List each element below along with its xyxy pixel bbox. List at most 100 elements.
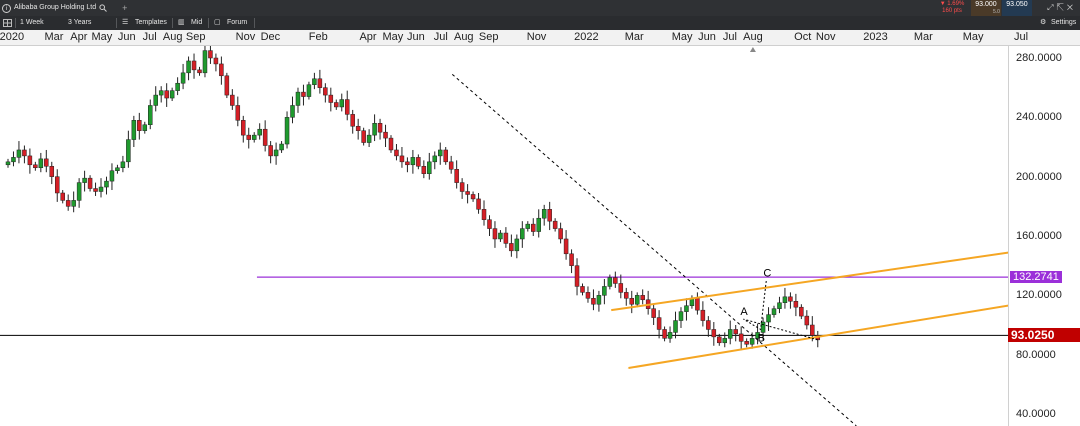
price-type-select[interactable]: Mid (191, 19, 203, 26)
add-tab-button[interactable]: + (122, 3, 128, 13)
bar-chart-icon[interactable]: ▥ (178, 19, 185, 26)
candle-down (547, 209, 552, 222)
candle-up (410, 157, 416, 166)
buy-price-button[interactable]: 93.050 (1002, 0, 1032, 16)
x-tick-label: Jul (1014, 31, 1029, 43)
candle-up (153, 94, 158, 106)
downtrend-line (451, 73, 857, 426)
spread-value: 5.0 (993, 9, 1000, 15)
candle-down (268, 145, 273, 157)
x-tick-label: 2023 (863, 31, 888, 43)
candle-down (574, 265, 580, 287)
candle-up (38, 158, 44, 169)
candle-up (520, 228, 525, 240)
candle-down (695, 298, 700, 311)
candle-up (771, 308, 777, 315)
current-price-tag: 93.0250 (1008, 328, 1080, 343)
candle-down (54, 176, 60, 194)
candle-up (684, 305, 689, 312)
range-select[interactable]: 3 Years (68, 19, 92, 26)
candle-up (279, 143, 284, 151)
x-tick-label: May (671, 31, 693, 43)
candle-down (388, 137, 394, 151)
x-tick-label: Jul (722, 31, 737, 43)
candle-up (437, 149, 443, 157)
settings-button[interactable]: Settings (1051, 19, 1077, 26)
candle-down (49, 166, 55, 177)
candle-down (241, 120, 246, 136)
forum-button[interactable]: Forum (227, 19, 248, 26)
y-tick-label: 200.0000 (1016, 170, 1062, 183)
candle-down (394, 149, 399, 157)
candle-down (618, 283, 624, 293)
gear-icon[interactable]: ⚙ (1040, 19, 1047, 26)
x-tick-label: Feb (308, 31, 328, 43)
candle-down (717, 336, 722, 344)
candle-down (301, 91, 306, 97)
candle-down (208, 50, 213, 59)
candle-down (443, 149, 448, 163)
candle-up (607, 277, 613, 287)
templates-icon[interactable]: ☰ (122, 19, 129, 26)
candle-up (312, 78, 317, 85)
interval-select[interactable]: 1 Week (20, 19, 44, 26)
x-tick-label: Mar (44, 31, 64, 43)
price-axis[interactable] (1008, 46, 1080, 426)
candle-down (137, 120, 142, 131)
candle-down (405, 161, 410, 166)
instrument-title-group: i Alibaba Group Holding Ltd + (2, 0, 127, 16)
channel-lower-line (628, 304, 1008, 370)
candle-down (531, 223, 536, 232)
candle-down (87, 177, 93, 189)
candle-up (366, 134, 372, 143)
candle-up (180, 72, 186, 84)
y-tick-label: 160.0000 (1016, 230, 1062, 242)
candle-down (328, 94, 334, 103)
expand-icon[interactable]: ⤢ (1047, 3, 1057, 12)
detach-icon[interactable]: ⇱ (1056, 3, 1067, 12)
y-tick-label: 80.0000 (1016, 348, 1056, 361)
candle-up (667, 332, 673, 339)
candle-down (27, 155, 33, 166)
x-tick-label: Nov (235, 31, 256, 43)
time-axis[interactable]: 2020 Mar Apr May Jun Jul Aug Sep Nov Dec Feb Apr May… (0, 30, 1080, 46)
candle-up (257, 128, 262, 136)
sell-price-button[interactable]: 93.000 (971, 0, 1001, 16)
candle-up (71, 200, 76, 207)
candle-down (651, 308, 656, 318)
candle-up (126, 139, 131, 163)
x-tick-label: May (382, 31, 404, 43)
candle-down (60, 192, 65, 201)
candle-up (722, 338, 728, 344)
candle-down (262, 128, 268, 146)
candle-down (33, 164, 38, 169)
channel-upper-line (611, 251, 1008, 312)
candle-up (427, 161, 432, 174)
candle-down (344, 99, 350, 115)
info-icon[interactable]: i (2, 3, 11, 13)
templates-button[interactable]: Templates (135, 19, 167, 26)
forum-icon[interactable]: ▢ (214, 19, 221, 26)
candle-up (634, 295, 640, 305)
candle-down (804, 315, 810, 326)
toolbar-divider (172, 18, 173, 28)
x-tick-label: Nov (815, 31, 836, 43)
candle-up (372, 123, 377, 136)
x-tick-label: Jun (407, 31, 425, 43)
candle-down (65, 200, 71, 207)
candle-up (749, 338, 755, 345)
candle-down (230, 94, 235, 106)
candle-up (602, 286, 607, 296)
candle-up (115, 167, 120, 171)
grid-layout-icon[interactable] (3, 19, 12, 27)
candle-down (22, 149, 27, 157)
x-tick-label: Aug (162, 31, 183, 43)
candle-down (613, 277, 618, 284)
candle-down (629, 298, 634, 305)
candle-up (541, 209, 547, 219)
search-icon[interactable] (99, 4, 107, 12)
x-tick-label: Nov (526, 31, 547, 43)
close-icon[interactable]: ✕ (1066, 3, 1076, 12)
candle-down (558, 228, 563, 240)
price-chart[interactable]: A B C (0, 46, 1008, 426)
